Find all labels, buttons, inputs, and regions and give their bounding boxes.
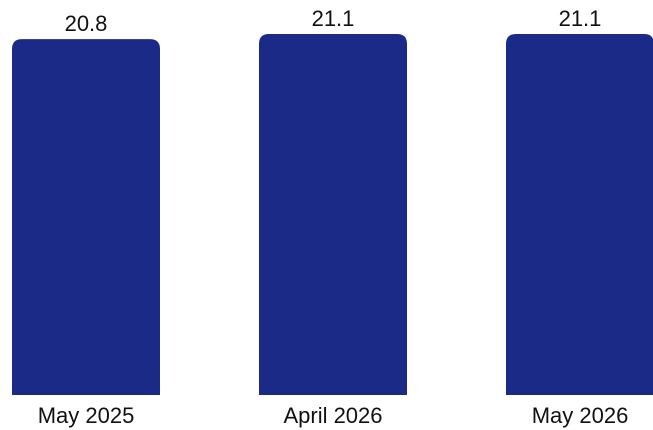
value-label-3: 21.1	[559, 6, 602, 31]
category-labels-group: May 2025 April 2026 May 2026	[38, 403, 629, 428]
category-label-1: May 2025	[38, 403, 135, 428]
bars-group	[12, 34, 653, 396]
bar-2	[259, 34, 407, 395]
category-label-2: April 2026	[283, 403, 382, 428]
bar-1	[12, 39, 160, 396]
category-label-3: May 2026	[532, 403, 629, 428]
value-label-2: 21.1	[312, 6, 355, 31]
value-label-1: 20.8	[65, 11, 108, 36]
value-labels-group: 20.8 21.1 21.1	[65, 6, 602, 36]
bar-3	[506, 34, 653, 395]
